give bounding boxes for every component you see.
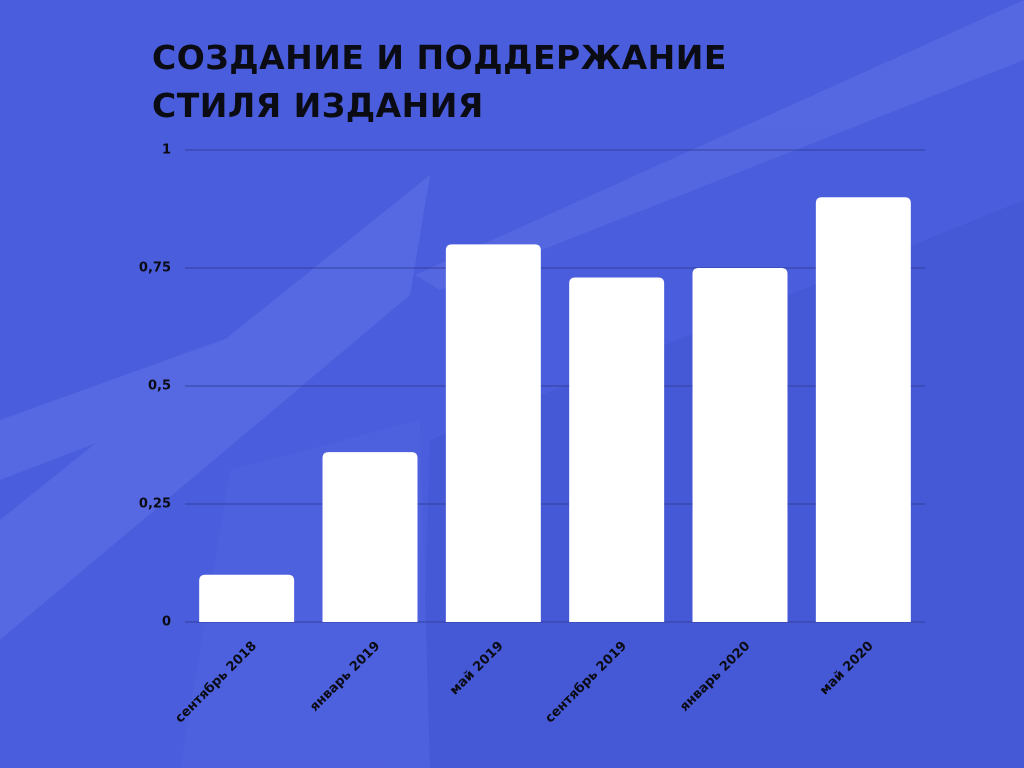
bar — [692, 268, 788, 622]
bar — [569, 277, 665, 622]
y-tick-label: 1 — [162, 143, 171, 158]
y-tick-label: 0,5 — [148, 379, 171, 394]
bar — [815, 197, 911, 622]
chart-title: СОЗДАНИЕ И ПОДДЕРЖАНИЕ СТИЛЯ ИЗДАНИЯ — [152, 38, 727, 125]
y-tick-label: 0,25 — [139, 497, 171, 512]
y-tick-label: 0,75 — [139, 261, 171, 276]
bar — [445, 244, 541, 622]
bar — [322, 452, 418, 622]
bar — [199, 574, 295, 622]
y-tick-label: 0 — [162, 615, 171, 630]
